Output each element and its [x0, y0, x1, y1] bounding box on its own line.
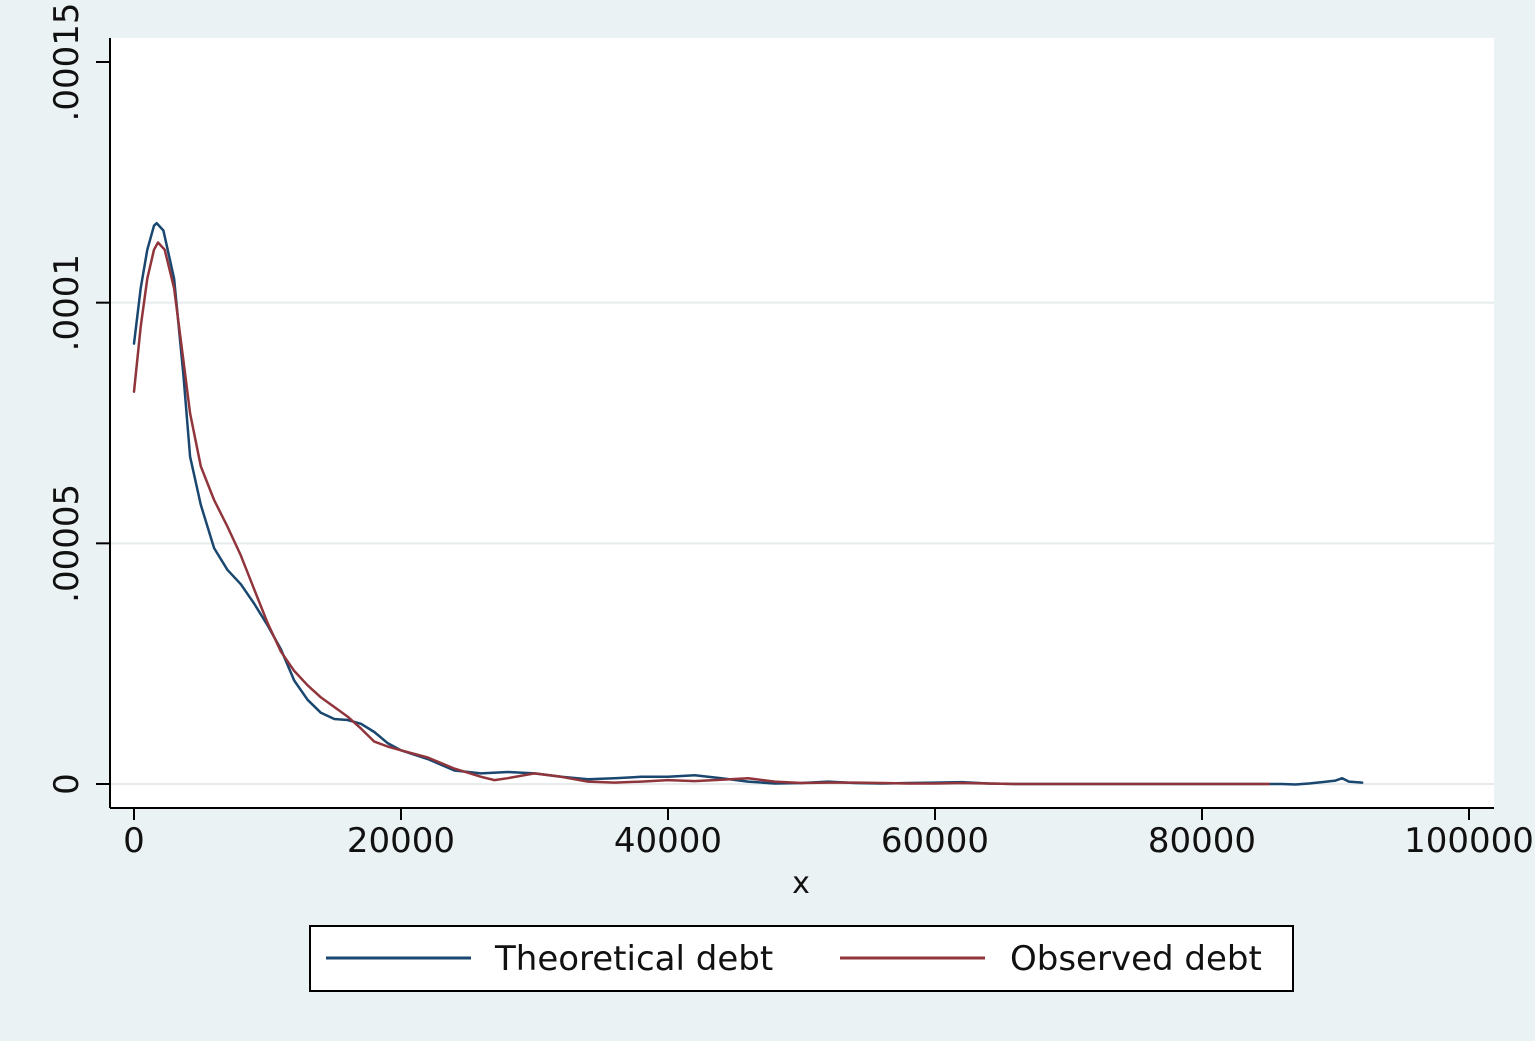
plot-region: [110, 38, 1494, 808]
legend-label-theoretical-debt: Theoretical debt: [494, 939, 773, 979]
y-tick-label-0: 0: [47, 773, 87, 795]
x-tick-label-5: 100000: [1404, 821, 1534, 861]
x-tick-label-4: 80000: [1148, 821, 1256, 861]
y-tick-label-1: .00005: [47, 484, 87, 603]
legend: Theoretical debt Observed debt: [309, 925, 1294, 992]
x-tick-label-1: 20000: [347, 821, 455, 861]
series-line-observed-debt: [132, 241, 1271, 786]
series-lines: [132, 221, 1364, 786]
x-tick-label-2: 40000: [614, 821, 722, 861]
y-tick-label-3: .00015: [47, 3, 87, 122]
x-tick-label-3: 60000: [881, 821, 989, 861]
legend-box: [309, 925, 1294, 992]
legend-label-observed-debt: Observed debt: [1010, 939, 1262, 979]
y-tick-label-2: .0001: [47, 254, 87, 351]
x-axis-label: x: [792, 866, 810, 901]
x-tick-label-0: 0: [123, 821, 145, 861]
x-axis-ticks: 0 20000 40000 60000 80000 100000: [123, 808, 1534, 861]
y-axis-ticks: 0 .00005 .0001 .00015: [47, 3, 110, 795]
